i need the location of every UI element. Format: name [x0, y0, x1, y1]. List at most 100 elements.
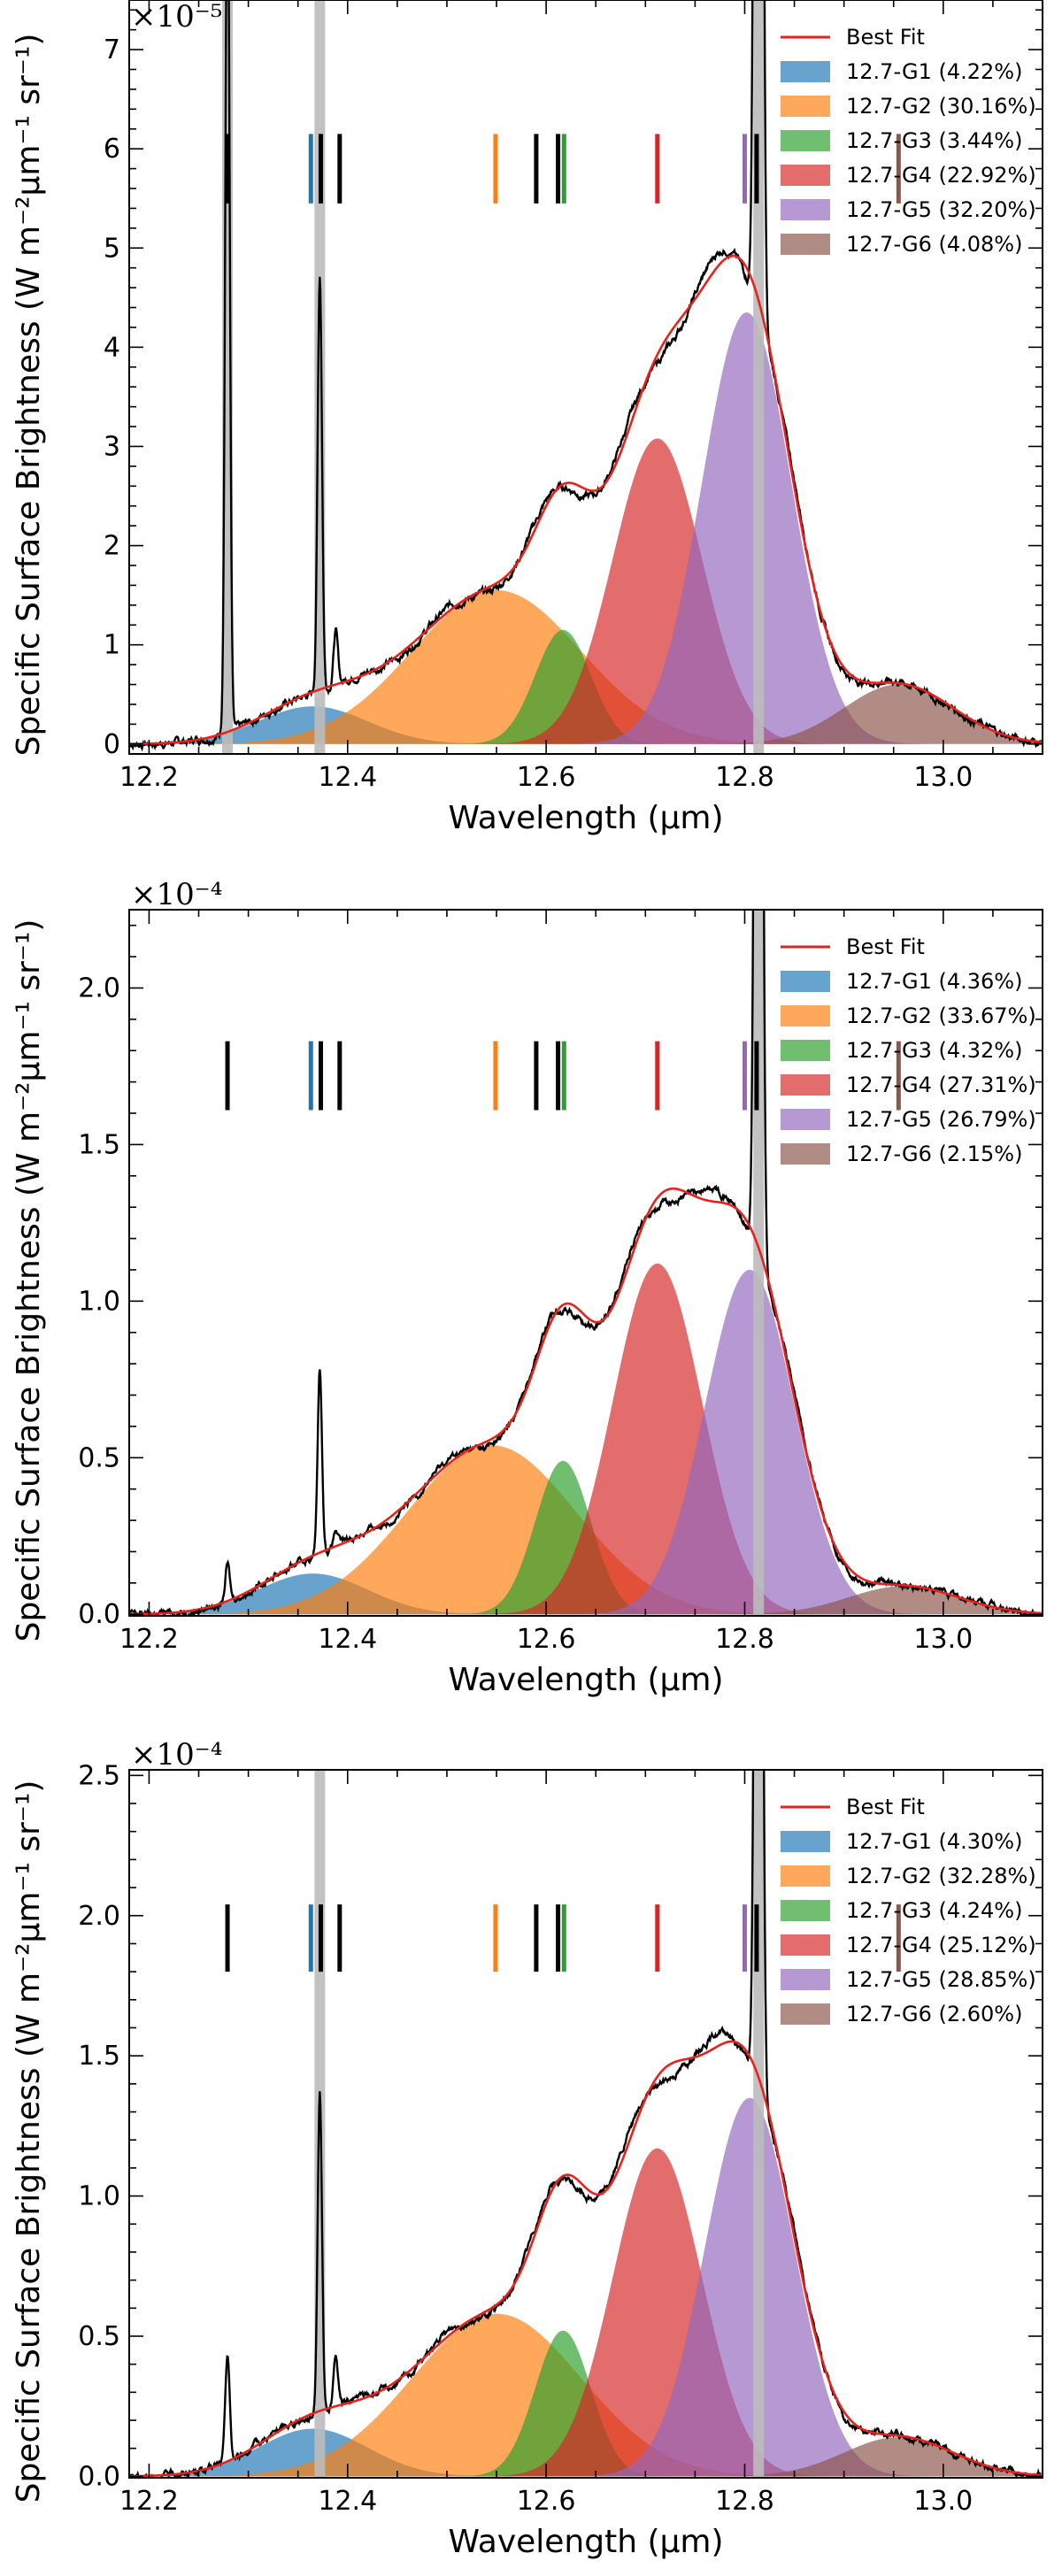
legend-entry-4: 12.7-G4 (22.92%) [846, 163, 1036, 188]
x-tick-label: 12.8 [715, 762, 774, 793]
legend-entry-6: 12.7-G6 (2.60%) [846, 2002, 1022, 2026]
panel-3: 12.2 12.4 12.6 12.8 13.0 0.0 0.5 1.0 1.5 2.0 2.5 ×1… [11, 1737, 1043, 2560]
y-tick-label: 2.0 [78, 973, 120, 1003]
x-tick-label: 12.6 [517, 1624, 576, 1655]
axes-frame [128, 909, 1043, 1617]
observed-spectrum [129, 0, 1043, 752]
legend-swatch-6 [781, 234, 830, 255]
y-tick-label: 5 [104, 233, 120, 264]
component-12.7-G5 [129, 1269, 1043, 1615]
legend-swatch-3 [781, 1900, 830, 1921]
legend-entry-1: 12.7-G1 (4.22%) [846, 59, 1022, 84]
legend-swatch-4 [781, 1074, 830, 1096]
y-tick-label: 0.5 [78, 2321, 120, 2352]
component-12.7-G6 [129, 684, 1043, 744]
y-tick-label: 3 [104, 431, 120, 462]
x-tick-label: 12.2 [119, 2486, 179, 2517]
legend-swatch-6 [781, 1143, 830, 1165]
best-fit-curve [129, 2040, 1043, 2478]
panel-1: 12.2 12.4 12.6 12.8 13.0 0 1 2 3 4 5 6 7 ×10⁻⁵ Wavelen… [11, 0, 1043, 836]
legend-swatch-1 [781, 61, 830, 82]
y-tick-label: 0.0 [78, 1599, 120, 1630]
legend-entry-2: 12.7-G2 (30.16%) [846, 94, 1036, 119]
legend-entry-2: 12.7-G2 (32.28%) [846, 1864, 1036, 1888]
legend-entry-5: 12.7-G5 (32.20%) [846, 197, 1036, 222]
component-12.7-G6 [129, 1586, 1043, 1615]
y-tick-label: 4 [104, 332, 120, 363]
x-axis-label: Wavelength (μm) [448, 800, 723, 836]
y-tick-label: 0 [104, 729, 120, 760]
y-tick-label: 1.0 [78, 2181, 120, 2212]
x-tick-label: 12.2 [119, 1624, 179, 1655]
x-tick-label: 12.4 [318, 2486, 377, 2517]
legend-entry-2: 12.7-G2 (33.67%) [846, 1003, 1036, 1028]
legend-swatch-5 [781, 1109, 830, 1130]
x-tick-label: 12.6 [517, 2486, 576, 2517]
x-axis-label: Wavelength (μm) [448, 1662, 723, 1698]
axes-frame [128, 0, 1043, 755]
legend-swatch-4 [781, 1934, 830, 1956]
legend-swatch-2 [781, 96, 830, 117]
legend-swatch-4 [781, 165, 830, 186]
axis-multiplier: ×10⁻⁴ [131, 1737, 222, 1772]
component-12.7-G4 [129, 2148, 1043, 2477]
x-tick-label: 12.6 [517, 762, 576, 793]
y-axis-label: Specific Surface Brightness (W m⁻²μm⁻¹ s… [11, 34, 47, 757]
legend-entry-5: 12.7-G5 (28.85%) [846, 1967, 1036, 1992]
x-tick-label: 12.8 [715, 2486, 774, 2517]
plot-area [129, 0, 1043, 754]
legend: Best Fit 12.7-G1 (4.30%) 12.7-G2 (32.28%) 1… [781, 1795, 1036, 2026]
masked-line-band-3 [753, 0, 765, 754]
legend-entry-5: 12.7-G5 (26.79%) [846, 1107, 1036, 1132]
legend-swatch-3 [781, 130, 830, 151]
legend-best-fit-label: Best Fit [846, 25, 925, 50]
legend-swatch-2 [781, 1865, 830, 1887]
legend-entry-6: 12.7-G6 (2.15%) [846, 1142, 1022, 1166]
y-tick-label: 2.5 [78, 1760, 120, 1791]
axis-multiplier: ×10⁻⁵ [131, 0, 222, 35]
y-tick-label: 6 [104, 134, 120, 165]
axis-multiplier: ×10⁻⁴ [131, 877, 222, 912]
x-tick-label: 12.2 [119, 762, 179, 793]
legend-best-fit-label: Best Fit [846, 934, 925, 959]
y-tick-label: 0.5 [78, 1442, 120, 1473]
legend-entry-3: 12.7-G3 (3.44%) [846, 128, 1022, 153]
x-tick-label: 13.0 [913, 1624, 973, 1655]
y-tick-label: 7 [104, 35, 120, 65]
legend-swatch-3 [781, 1040, 830, 1061]
legend-swatch-1 [781, 1831, 830, 1852]
masked-line-band-2 [753, 1770, 765, 2478]
y-tick-label: 0.0 [78, 2461, 120, 2492]
x-tick-label: 12.4 [318, 1624, 377, 1655]
x-axis-label: Wavelength (μm) [448, 2524, 723, 2560]
x-tick-label: 13.0 [913, 2486, 973, 2517]
x-tick-label: 12.8 [715, 1624, 774, 1655]
legend: Best Fit 12.7-G1 (4.22%) 12.7-G2 (30.16%) 1… [781, 25, 1036, 257]
legend-entry-3: 12.7-G3 (4.24%) [846, 1898, 1022, 1923]
legend-entry-1: 12.7-G1 (4.36%) [846, 969, 1022, 994]
best-fit-curve [129, 1187, 1043, 1616]
legend-entry-3: 12.7-G3 (4.32%) [846, 1038, 1022, 1063]
legend-swatch-1 [781, 971, 830, 992]
component-12.7-G4 [129, 1263, 1043, 1615]
axes-frame [128, 1769, 1043, 2479]
plot-area [129, 1770, 1043, 2478]
legend-entry-4: 12.7-G4 (25.12%) [846, 1933, 1036, 1957]
y-tick-label: 1.0 [78, 1286, 120, 1317]
best-fit-curve [129, 254, 1043, 745]
y-axis-label: Specific Surface Brightness (W m⁻²μm⁻¹ s… [11, 1780, 47, 2503]
y-tick-label: 2.0 [78, 1901, 120, 1932]
legend-entry-6: 12.7-G6 (4.08%) [846, 232, 1022, 257]
component-12.7-G5 [129, 312, 1043, 744]
legend-entry-4: 12.7-G4 (27.31%) [846, 1073, 1036, 1097]
y-tick-label: 1 [104, 630, 120, 661]
x-tick-label: 12.4 [318, 762, 377, 793]
y-tick-label: 1.5 [78, 1129, 120, 1160]
y-tick-label: 2 [104, 531, 120, 562]
legend-swatch-5 [781, 1969, 830, 1990]
legend-swatch-6 [781, 2003, 830, 2025]
component-12.7-G5 [129, 2097, 1043, 2477]
legend: Best Fit 12.7-G1 (4.36%) 12.7-G2 (33.67%) 1… [781, 934, 1036, 1166]
x-tick-label: 13.0 [913, 762, 973, 793]
